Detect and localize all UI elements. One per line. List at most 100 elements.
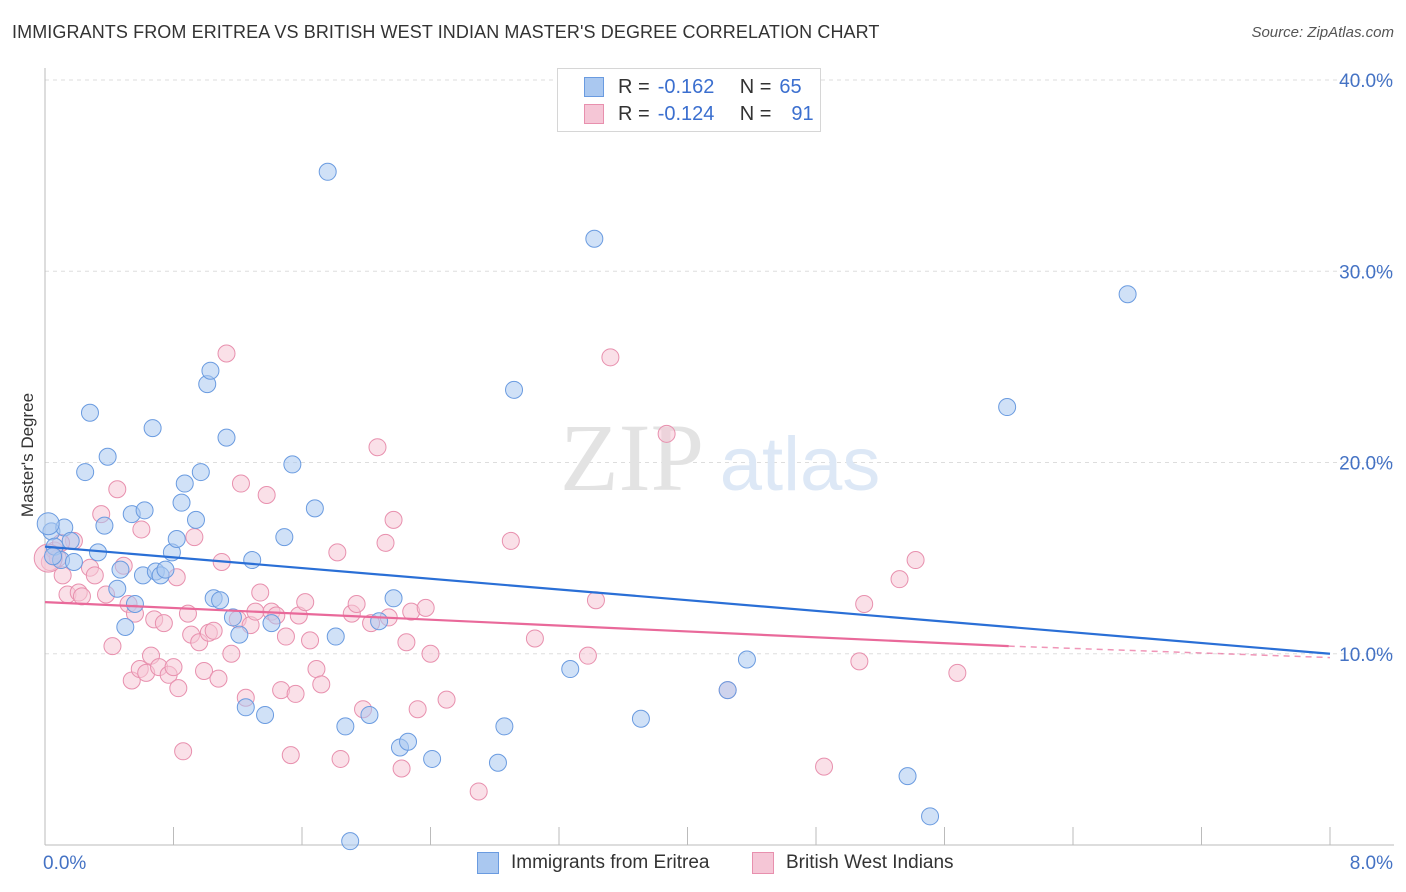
point-eritrea (116, 617, 135, 636)
point-eritrea (76, 463, 95, 482)
y-tick-label: 10.0% (1339, 645, 1393, 666)
point-eritrea (488, 753, 507, 772)
point-eritrea (275, 528, 294, 547)
point-british-west-indians (312, 675, 331, 694)
point-british-west-indians (257, 486, 276, 505)
point-eritrea (135, 501, 154, 520)
point-eritrea (186, 510, 205, 529)
watermark: ZIP atlas (560, 404, 880, 511)
point-british-west-indians (416, 598, 435, 617)
point-british-west-indians (276, 627, 295, 646)
point-british-west-indians (72, 587, 91, 606)
legend-label: Immigrants from Eritrea (511, 852, 710, 873)
legend-item-eritrea[interactable]: Immigrants from Eritrea (477, 852, 709, 874)
point-eritrea (108, 579, 127, 598)
point-british-west-indians (164, 658, 183, 677)
point-eritrea (921, 807, 940, 826)
point-eritrea (80, 403, 99, 422)
n-label: N = (739, 102, 772, 125)
point-eritrea (998, 398, 1017, 417)
r-value: -0.124 (657, 102, 715, 125)
point-british-west-indians (301, 631, 320, 650)
point-british-west-indians (890, 570, 909, 589)
point-british-west-indians (586, 591, 605, 610)
point-british-west-indians (209, 669, 228, 688)
point-eritrea (217, 428, 236, 447)
legend-swatch-blue (477, 852, 499, 874)
n-value: 65 (779, 75, 802, 98)
point-eritrea (125, 595, 144, 614)
point-eritrea (201, 361, 220, 380)
gridlines (45, 79, 1394, 655)
point-british-west-indians (85, 566, 104, 585)
point-british-west-indians (384, 510, 403, 529)
x-tick-label-max: 8.0% (1350, 853, 1393, 874)
watermark-atlas: atlas (720, 422, 881, 507)
point-british-west-indians (368, 438, 387, 457)
y-tick-label: 30.0% (1339, 262, 1393, 283)
point-cluster-blue (36, 512, 60, 536)
legend-swatch-pink (584, 104, 604, 124)
point-british-west-indians (948, 663, 967, 682)
n-value: 91 (791, 102, 814, 125)
point-eritrea (44, 547, 63, 566)
y-tick-label: 40.0% (1339, 71, 1393, 92)
trend-line-bwi-extension (1008, 645, 1331, 659)
correlation-legend: R = -0.162 N = 65 R = -0.124 N = 91 (557, 68, 821, 132)
point-eritrea (505, 380, 524, 399)
point-eritrea (143, 419, 162, 438)
point-british-west-indians (108, 480, 127, 499)
point-british-west-indians (376, 533, 395, 552)
point-eritrea (585, 229, 604, 248)
series-legend: Immigrants from Eritrea British West Ind… (0, 852, 1406, 876)
point-british-west-indians (185, 528, 204, 547)
point-eritrea (191, 463, 210, 482)
point-british-west-indians (281, 746, 300, 765)
point-british-west-indians (815, 757, 834, 776)
legend-row-eritrea: R = -0.162 N = 65 (584, 75, 802, 99)
point-eritrea (336, 717, 355, 736)
point-british-west-indians (347, 595, 366, 614)
point-eritrea (262, 614, 281, 633)
point-eritrea (111, 560, 130, 579)
r-label: R = (618, 75, 650, 98)
point-eritrea (256, 705, 275, 724)
trend-line-eritrea (44, 545, 1331, 655)
point-eritrea (230, 625, 249, 644)
point-eritrea (1118, 285, 1137, 304)
point-eritrea (98, 447, 117, 466)
axes (44, 68, 1394, 846)
point-british-west-indians (169, 679, 188, 698)
point-eritrea (631, 709, 650, 728)
point-british-west-indians (132, 520, 151, 539)
point-eritrea (64, 552, 83, 571)
n-label: N = (739, 75, 772, 98)
point-british-west-indians (578, 646, 597, 665)
point-british-west-indians (408, 700, 427, 719)
point-british-west-indians (331, 749, 350, 768)
point-british-west-indians (855, 595, 874, 614)
point-british-west-indians (195, 661, 214, 680)
point-british-west-indians (657, 424, 676, 443)
point-british-west-indians (154, 614, 173, 633)
point-eritrea (223, 608, 242, 627)
r-label: R = (618, 102, 650, 125)
x-tick-label-min: 0.0% (43, 853, 86, 874)
trend-lines (44, 545, 1331, 659)
point-british-west-indians (501, 531, 520, 550)
trend-line-bwi (44, 601, 1009, 648)
r-value: -0.162 (657, 75, 715, 98)
y-tick-label: 20.0% (1339, 454, 1393, 475)
point-eritrea (95, 516, 114, 535)
legend-item-bwi[interactable]: British West Indians (752, 852, 954, 874)
source-label: Source: ZipAtlas.com (1251, 24, 1394, 41)
point-eritrea (737, 650, 756, 669)
point-eritrea (718, 681, 737, 700)
point-eritrea (156, 560, 175, 579)
point-british-west-indians (286, 684, 305, 703)
point-british-west-indians (392, 759, 411, 778)
point-british-west-indians (328, 543, 347, 562)
point-eritrea (370, 612, 389, 631)
point-british-west-indians (601, 348, 620, 367)
